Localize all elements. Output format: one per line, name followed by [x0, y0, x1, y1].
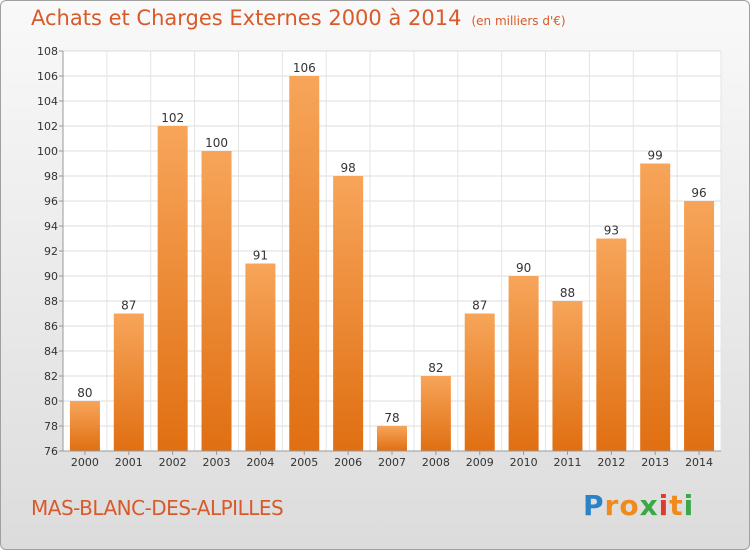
bar-2007 — [377, 426, 407, 451]
y-tick-label: 80 — [44, 395, 58, 408]
y-tick-label: 102 — [37, 120, 58, 133]
x-tick-label: 2007 — [378, 456, 406, 469]
x-tick-label: 2008 — [422, 456, 450, 469]
bar-2005 — [289, 76, 320, 451]
bar-value-label: 90 — [516, 261, 531, 275]
x-tick-label: 2004 — [246, 456, 274, 469]
x-tick-label: 2014 — [685, 456, 713, 469]
x-tick-label: 2001 — [115, 456, 143, 469]
bar-value-label: 91 — [253, 249, 268, 263]
bar-2006 — [333, 176, 364, 451]
bar-2001 — [113, 313, 144, 451]
y-tick-label: 96 — [44, 195, 58, 208]
commune-name: MAS-BLANC-DES-ALPILLES — [31, 496, 284, 520]
bar-value-label: 78 — [384, 411, 399, 425]
bar-value-label: 80 — [77, 386, 92, 400]
y-tick-label: 82 — [44, 370, 58, 383]
y-tick-label: 92 — [44, 245, 58, 258]
bar-2004 — [245, 263, 276, 451]
bar-value-label: 100 — [205, 136, 228, 150]
y-tick-label: 100 — [37, 145, 58, 158]
bar-value-label: 106 — [293, 61, 316, 75]
x-tick-label: 2003 — [203, 456, 231, 469]
bar-2011 — [552, 301, 583, 451]
x-tick-label: 2010 — [510, 456, 538, 469]
bar-2010 — [508, 276, 539, 451]
bar-2012 — [596, 238, 627, 451]
x-tick-label: 2011 — [553, 456, 581, 469]
bar-2002 — [157, 126, 188, 451]
bar-value-label: 99 — [648, 149, 663, 163]
x-tick-label: 2012 — [597, 456, 625, 469]
y-tick-label: 88 — [44, 295, 58, 308]
y-tick-label: 108 — [37, 45, 58, 58]
bar-value-label: 98 — [340, 161, 355, 175]
proxiti-logo[interactable]: Proxiti — [583, 489, 695, 522]
bars: 80 87 102 100 91 106 98 78 82 87 90 88 93 99 96 — [69, 61, 715, 451]
x-tick-label: 2006 — [334, 456, 362, 469]
bar-value-label: 102 — [161, 111, 184, 125]
bar-value-label: 87 — [472, 299, 487, 313]
bar-2014 — [684, 201, 715, 451]
y-tick-label: 98 — [44, 170, 58, 183]
x-axis: 2000 2001 2002 2003 2004 2005 2006 2007 2008 2009… — [63, 450, 721, 469]
y-tick-label: 94 — [44, 220, 58, 233]
y-axis: 76 78 80 82 84 86 88 90 92 94 96 98 100 102 104 106 108 — [37, 45, 64, 458]
bar-2003 — [201, 151, 232, 451]
bar-value-label: 82 — [428, 361, 443, 375]
bar-2008 — [420, 376, 451, 451]
bar-2013 — [640, 163, 671, 451]
bar-value-label: 96 — [691, 186, 706, 200]
bar-value-label: 93 — [604, 224, 619, 238]
chart-subtitle: (en milliers d'€) — [471, 14, 566, 28]
x-tick-label: 2000 — [71, 456, 99, 469]
bar-value-label: 87 — [121, 299, 136, 313]
x-tick-label: 2009 — [466, 456, 494, 469]
bar-2000 — [69, 401, 100, 451]
x-tick-label: 2005 — [290, 456, 318, 469]
y-tick-label: 104 — [37, 95, 58, 108]
bar-2009 — [464, 313, 495, 451]
x-tick-label: 2002 — [159, 456, 187, 469]
y-tick-label: 106 — [37, 70, 58, 83]
y-tick-label: 76 — [44, 445, 58, 458]
title-text: Achats et Charges Externes 2000 à 2014 — [31, 6, 462, 30]
y-tick-label: 90 — [44, 270, 58, 283]
bar-value-label: 88 — [560, 286, 575, 300]
y-tick-label: 86 — [44, 320, 58, 333]
x-tick-label: 2013 — [641, 456, 669, 469]
y-tick-label: 84 — [44, 345, 58, 358]
chart-title: Achats et Charges Externes 2000 à 2014 (e… — [31, 6, 566, 30]
y-tick-label: 78 — [44, 420, 58, 433]
